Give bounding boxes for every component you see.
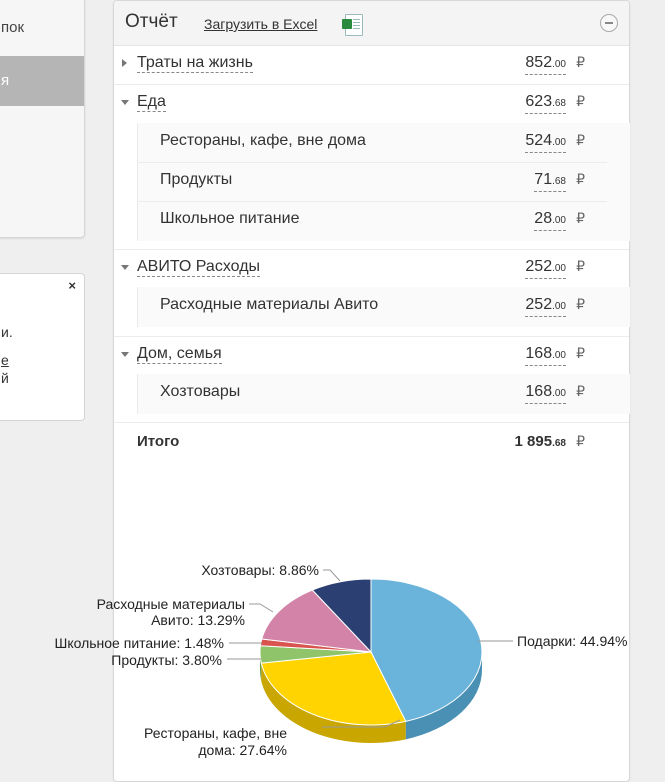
category-row: Еда 623.68 ₽ (114, 84, 629, 122)
pie-slice-side (261, 663, 406, 743)
subcategory-label: Рестораны, кафе, вне дома (160, 132, 366, 149)
row-divider (114, 249, 629, 250)
pie-label-avito: Расходные материалы (97, 596, 245, 612)
pie-slice[interactable] (260, 651, 407, 726)
total-row: Итого 1 895.68 ₽ (114, 422, 629, 460)
pie-slice[interactable] (261, 589, 373, 653)
amount-value[interactable]: 168.00 (525, 383, 566, 404)
subcategory-row: Школьное питание 28.00 ₽ (114, 201, 629, 239)
pie-label-podarki: Подарки: 44.94% (517, 633, 628, 649)
category-row: Траты на жизнь 852.00 ₽ (114, 45, 629, 83)
subgroup-avito (137, 287, 630, 327)
collapse-icon[interactable] (600, 14, 618, 32)
pie-slice-side (405, 652, 482, 740)
pie-slice[interactable] (311, 578, 372, 654)
subcategory-row: Продукты 71.68 ₽ (114, 162, 629, 200)
amount-value[interactable]: 71.68 (534, 171, 566, 192)
sidebar-item-label: я (1, 72, 10, 89)
amount-value[interactable]: 168.00 (525, 345, 566, 366)
subcategory-label: Расходные материалы Авито (160, 296, 379, 313)
category-label[interactable]: Траты на жизнь (137, 54, 253, 73)
notice-box: × и. е й (0, 273, 85, 421)
currency-sign: ₽ (576, 258, 585, 274)
total-amount: 1 895.68 (514, 433, 566, 450)
pie-label-hoz: Хозтовары: 8.86% (201, 562, 319, 578)
amount-value[interactable]: 524.00 (525, 132, 566, 153)
currency-sign: ₽ (576, 54, 585, 70)
notice-link[interactable]: е (1, 352, 9, 368)
row-divider (114, 336, 629, 337)
subcategory-row: Расходные материалы Авито 252.00 ₽ (114, 287, 629, 325)
amount-value[interactable]: 28.00 (534, 210, 566, 231)
row-divider (114, 84, 629, 85)
subgroup-food (137, 123, 630, 241)
category-row: АВИТО Расходы 252.00 ₽ (114, 249, 629, 287)
sidebar-item[interactable]: пок (1, 19, 25, 36)
caret-down-icon[interactable] (121, 265, 129, 270)
currency-sign: ₽ (576, 296, 585, 312)
amount-value[interactable]: 852.00 (525, 54, 566, 75)
pie-label-avito: Авито: 13.29% (151, 612, 245, 628)
currency-sign: ₽ (576, 433, 585, 449)
subcategory-row: Хозтовары 168.00 ₽ (114, 374, 629, 412)
amount-value[interactable]: 252.00 (525, 296, 566, 317)
subcategory-label: Школьное питание (160, 210, 300, 227)
amount-value[interactable]: 623.68 (525, 93, 566, 114)
currency-sign: ₽ (576, 171, 585, 187)
category-row: Дом, семья 168.00 ₽ (114, 336, 629, 374)
report-panel: Отчёт Загрузить в Excel Траты на жизнь 85… (113, 0, 630, 782)
subgroup-home (137, 374, 630, 414)
amount-value[interactable]: 252.00 (525, 258, 566, 279)
row-divider (137, 201, 607, 202)
subcategory-label: Продукты (160, 171, 233, 188)
panel-title: Отчёт (125, 11, 178, 32)
currency-sign: ₽ (576, 345, 585, 361)
subcategory-row: Рестораны, кафе, вне дома 524.00 ₽ (114, 123, 629, 161)
caret-down-icon[interactable] (121, 352, 129, 357)
pie-chart: Подарки: 44.94% Рестораны, кафе, вне дом… (54, 562, 628, 758)
subcategory-label: Хозтовары (160, 383, 241, 400)
pie-label-restaurants: дома: 27.64% (198, 742, 287, 758)
pie-label-restaurants: Рестораны, кафе, вне (144, 725, 287, 741)
sidebar-item-active[interactable]: я (0, 56, 84, 106)
notice-text: и. (1, 324, 13, 340)
pie-label-school: Школьное питание: 1.48% (54, 635, 224, 651)
currency-sign: ₽ (576, 93, 585, 109)
pie-label-products: Продукты: 3.80% (111, 652, 222, 668)
currency-sign: ₽ (576, 210, 585, 226)
excel-file-icon[interactable] (342, 14, 363, 36)
export-excel-link[interactable]: Загрузить в Excel (204, 16, 318, 32)
caret-right-icon[interactable] (122, 59, 127, 67)
left-sidebar-menu: пок я (0, 0, 85, 238)
row-divider (137, 162, 607, 163)
caret-down-icon[interactable] (121, 100, 129, 105)
pie-slice[interactable] (370, 578, 483, 722)
category-label[interactable]: АВИТО Расходы (137, 258, 261, 277)
close-icon[interactable]: × (68, 278, 76, 293)
currency-sign: ₽ (576, 132, 585, 148)
total-label: Итого (137, 433, 180, 450)
category-label[interactable]: Еда (137, 93, 166, 112)
panel-header: Отчёт Загрузить в Excel (114, 1, 629, 46)
notice-text: й (1, 370, 9, 386)
currency-sign: ₽ (576, 383, 585, 399)
category-label[interactable]: Дом, семья (137, 345, 222, 364)
row-divider (114, 422, 629, 423)
